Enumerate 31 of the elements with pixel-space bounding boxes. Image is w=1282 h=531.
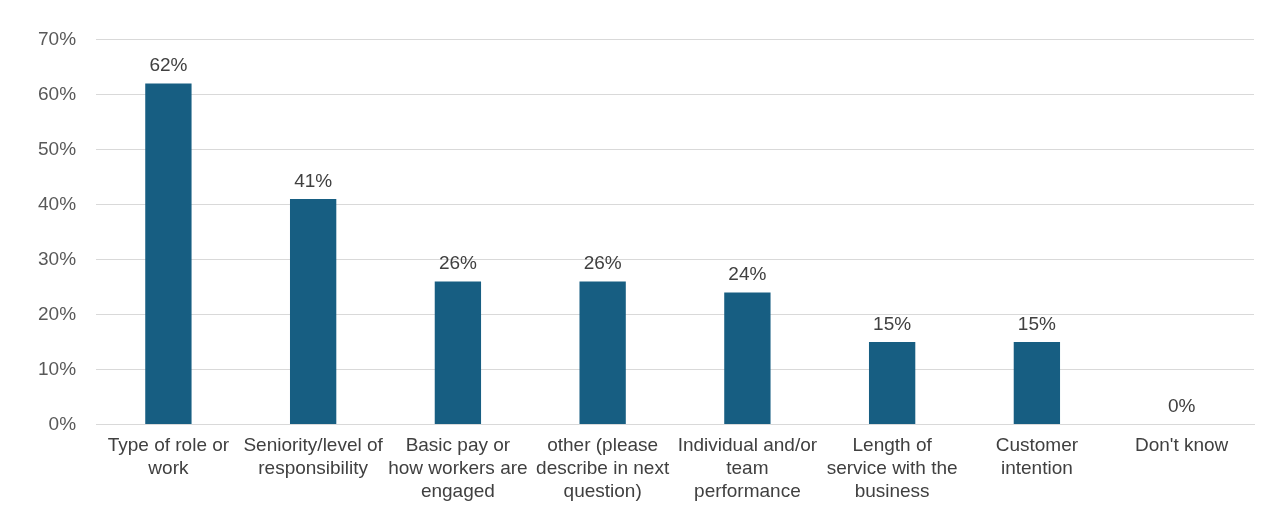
x-tick-label: Seniority/level of responsibility xyxy=(243,434,384,479)
x-tick-label: Basic pay or how workers are engaged xyxy=(388,434,528,501)
data-label: 41% xyxy=(294,169,333,191)
data-label: 24% xyxy=(728,263,767,285)
x-tick-label: Individual and/or team performance xyxy=(677,434,818,501)
data-label: 0% xyxy=(1167,395,1196,417)
y-tick-label: 70% xyxy=(38,27,77,49)
data-label: 15% xyxy=(873,312,912,334)
y-tick-label: 20% xyxy=(38,302,77,324)
x-tick-label: Don't know xyxy=(1134,434,1229,456)
x-tick-label: Customer intention xyxy=(995,434,1079,479)
data-label: 26% xyxy=(438,252,478,274)
data-label: 15% xyxy=(1017,312,1056,334)
y-tick-label: 60% xyxy=(38,82,77,104)
bar xyxy=(724,292,771,425)
bar xyxy=(289,198,337,425)
y-tick-label: 10% xyxy=(38,357,77,379)
x-tick-label: other (please describe in next question) xyxy=(536,434,670,501)
data-label: 62% xyxy=(149,54,188,76)
bar xyxy=(1013,342,1061,425)
bar xyxy=(868,342,916,425)
bar xyxy=(579,281,626,425)
y-tick-label: 0% xyxy=(48,412,77,434)
x-tick-label: Length of service with the business xyxy=(826,434,958,501)
bar xyxy=(434,281,482,425)
y-tick-label: 50% xyxy=(38,137,77,159)
y-tick-label: 40% xyxy=(38,192,77,214)
x-tick-label: Type of role or work xyxy=(107,434,230,479)
bar xyxy=(145,83,192,425)
data-label: 26% xyxy=(583,252,622,274)
y-tick-label: 30% xyxy=(38,247,77,269)
